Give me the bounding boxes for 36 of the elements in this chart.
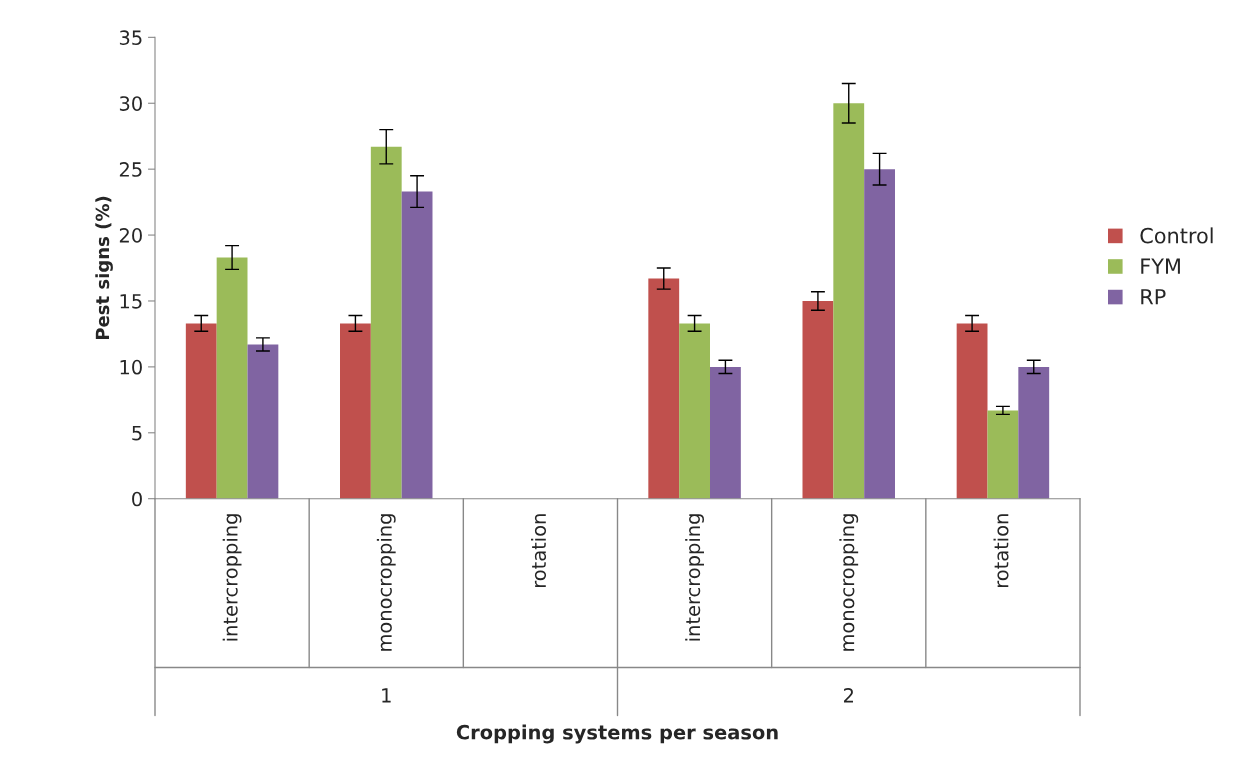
y-tick-label: 25 [119,162,142,177]
y-axis-title: Pest signs (%) [95,196,113,340]
x-tick-label: monocropping [839,514,859,651]
x-tick-label: rotation [993,514,1009,588]
bar [247,344,279,499]
bar [370,146,402,499]
bar [956,323,988,499]
bar [401,191,433,499]
bar [679,323,710,499]
legend-label: FYM [1141,258,1180,274]
x-tick-label: monocropping [376,514,396,651]
bar [987,410,1019,499]
text: 1 [382,688,391,703]
bar [648,278,680,499]
y-tick-label: 5 [132,426,142,441]
x-axis-title: Cropping systems per season [456,724,778,744]
y-tick-label: 35 [119,30,142,46]
x-tick-label: intercropping [685,514,704,641]
x-tick-label: intercropping [222,514,242,641]
bar [216,257,248,499]
bar [802,300,834,499]
legend-label: Control [1140,227,1213,244]
y-tick-label: 10 [120,359,142,375]
y-tick-label: 15 [120,294,142,309]
y-tick-label: 30 [119,96,142,111]
bar [185,323,217,499]
bar [1018,366,1050,499]
legend-label: RP [1141,289,1166,305]
bar [833,103,865,499]
bar [864,169,895,499]
x-tick-label: rotation [531,514,547,588]
bar [710,366,741,499]
y-tick-label: 0 [132,491,142,507]
bar [340,323,371,499]
y-tick-label: 20 [119,228,142,243]
text: 2 [843,688,853,703]
